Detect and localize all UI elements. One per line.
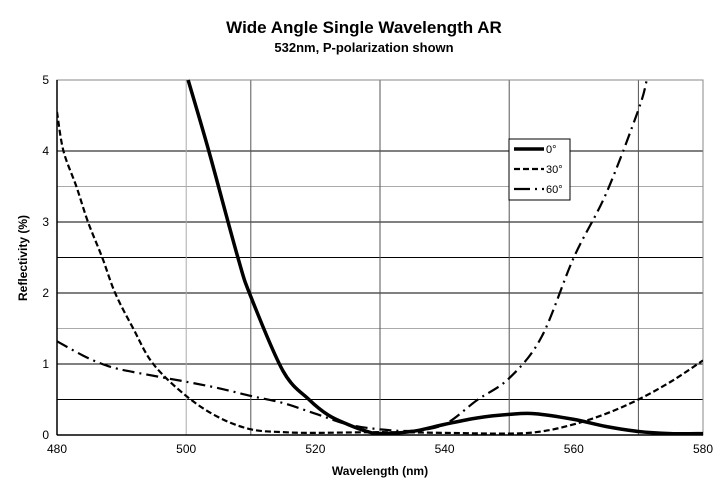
series-line-0 [186, 79, 703, 435]
x-tick-label: 500 [176, 442, 196, 456]
legend-label: 30° [546, 164, 563, 176]
y-tick-label: 4 [42, 144, 49, 158]
y-axis-label: Reflectivity (%) [16, 215, 30, 301]
x-tick-label: 520 [305, 442, 325, 456]
x-tick-label: 540 [435, 442, 455, 456]
x-tick-label: 560 [564, 442, 584, 456]
legend-label: 0° [546, 144, 557, 156]
y-tick-label: 2 [42, 286, 49, 300]
y-tick-label: 1 [42, 357, 49, 371]
x-axis-label: Wavelength (nm) [332, 464, 428, 478]
y-tick-label: 3 [42, 215, 49, 229]
series-line-2 [57, 79, 648, 433]
y-tick-label: 5 [42, 73, 49, 87]
legend-label: 60° [546, 184, 563, 196]
chart-subtitle: 532nm, P-polarization shown [274, 40, 454, 55]
x-tick-label: 480 [47, 442, 67, 456]
chart-title: Wide Angle Single Wavelength AR [226, 18, 502, 37]
series-line-1 [57, 111, 703, 435]
y-tick-label: 0 [42, 428, 49, 442]
x-tick-label: 580 [693, 442, 713, 456]
